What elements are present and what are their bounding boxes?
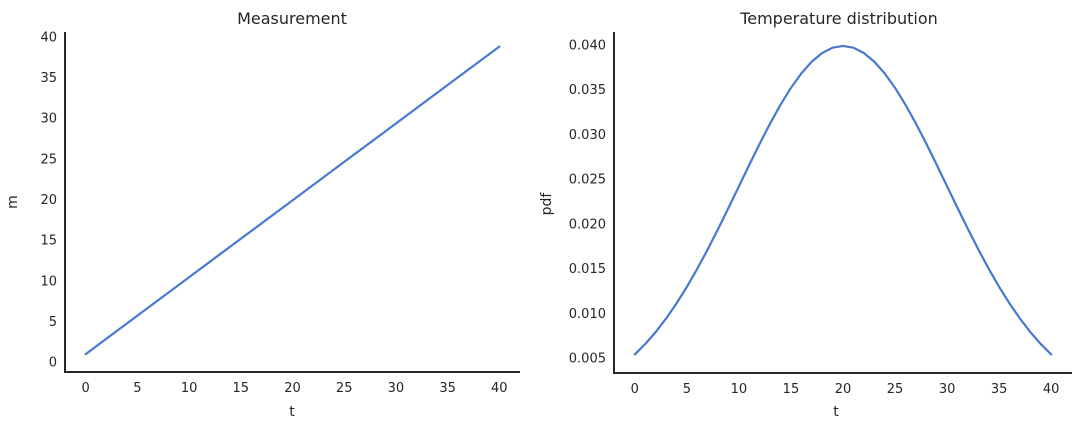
x-tick-label: 40: [1043, 382, 1060, 397]
y-axis-label: m: [5, 195, 21, 209]
x-tick-label: 35: [991, 382, 1008, 397]
y-axis-label: pdf: [539, 192, 555, 216]
x-tick-label: 20: [835, 382, 852, 397]
x-tick-label: 0: [82, 381, 90, 396]
x-axis-label: t: [833, 404, 839, 420]
data-line: [84, 45, 501, 356]
plot-area: 0 5 10 15 20 25 30 35 40 0.005 0.010 0.015 0.020 0.02…: [569, 32, 1072, 397]
x-tick-label: 15: [783, 382, 800, 397]
y-tick-label: 35: [40, 71, 57, 86]
x-tick-label: 10: [731, 382, 748, 397]
chart-measurement: Measurement t m 0 5 10 15 20 25 30 35 40 0 5 10 15 20…: [5, 9, 520, 420]
x-tick-label: 10: [181, 381, 198, 396]
data-line: [633, 44, 1053, 356]
y-tick-label: 0.020: [569, 217, 606, 232]
x-tick-label: 5: [133, 381, 141, 396]
y-tick-label: 30: [40, 112, 57, 127]
y-tick-label: 10: [40, 274, 57, 289]
chart-temperature-distribution: Temperature distribution t pdf 0 5 10 15 20 2…: [539, 0, 1080, 432]
chart-title: Measurement: [237, 9, 347, 28]
y-tick-label: 15: [40, 234, 57, 249]
x-tick-label: 30: [939, 382, 956, 397]
y-tick-label: 0.040: [569, 38, 606, 53]
y-tick-label: 20: [40, 193, 57, 208]
x-tick-label: 25: [336, 381, 353, 396]
x-tick-label: 5: [683, 382, 691, 397]
x-tick-label: 35: [439, 381, 456, 396]
x-axis-label: t: [289, 404, 295, 420]
y-tick-label: 0: [49, 356, 57, 371]
x-tick-label: 30: [388, 381, 405, 396]
x-tick-label: 15: [233, 381, 250, 396]
y-tick-label: 25: [40, 152, 57, 167]
x-tick-label: 40: [491, 381, 508, 396]
x-tick-label: 25: [887, 382, 904, 397]
y-tick-label: 0.030: [569, 128, 606, 143]
x-tick-label: 0: [631, 382, 639, 397]
chart-canvas-temperature: Temperature distribution t pdf 0 5 10 15 20 2…: [539, 9, 1072, 420]
y-tick-label: 0.010: [569, 307, 606, 322]
chart-canvas-measurement: Measurement t m 0 5 10 15 20 25 30 35 40 0 5 10 15 20…: [5, 9, 520, 420]
y-tick-label: 5: [49, 315, 57, 330]
y-tick-label: 0.025: [569, 173, 606, 188]
x-tick-label: 20: [284, 381, 301, 396]
y-tick-label: 0.015: [569, 262, 606, 277]
y-tick-label: 40: [40, 30, 57, 45]
y-tick-label: 0.035: [569, 83, 606, 98]
y-tick-label: 0.005: [569, 351, 606, 366]
chart-title: Temperature distribution: [739, 9, 938, 28]
plot-area: 0 5 10 15 20 25 30 35 40 0 5 10 15 20 25 30 35 40: [40, 30, 520, 396]
